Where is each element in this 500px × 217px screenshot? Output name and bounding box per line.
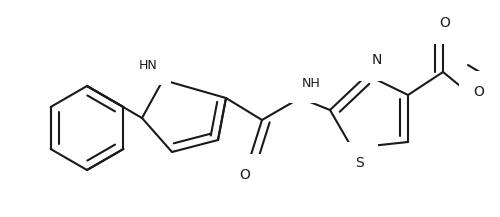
- Text: O: O: [473, 85, 484, 99]
- Text: NH: NH: [302, 77, 321, 90]
- Text: S: S: [355, 156, 364, 170]
- Text: O: O: [440, 16, 450, 30]
- Text: N: N: [372, 53, 382, 67]
- Text: HN: HN: [139, 59, 158, 72]
- Text: O: O: [240, 168, 250, 182]
